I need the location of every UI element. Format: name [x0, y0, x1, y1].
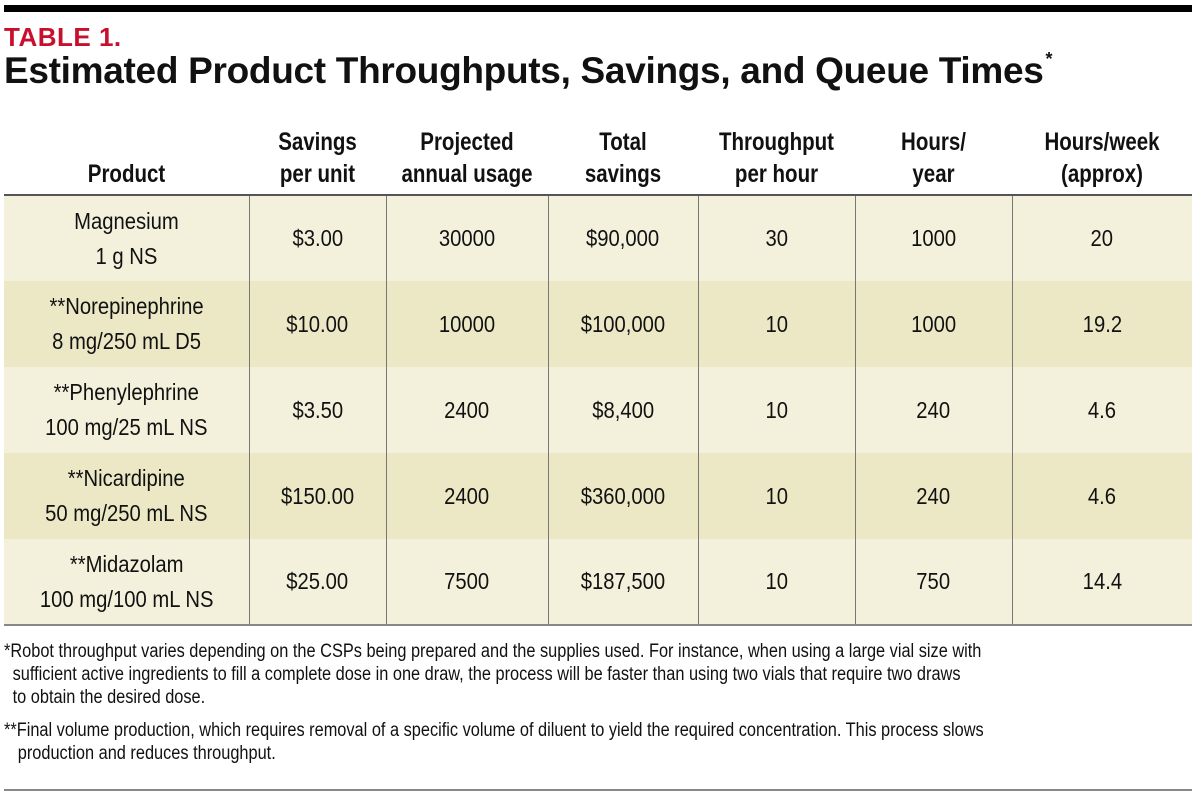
col-header-hours-week: Hours/week (approx) [1044, 128, 1160, 188]
cell-product: **Nicardipine 50 mg/250 mL NS [45, 465, 208, 526]
throughput-table: Product Savings per unit Projected annual … [4, 118, 1192, 626]
table-row: **Nicardipine 50 mg/250 mL NS $150.00 2400 $… [4, 453, 1192, 539]
cell-annual-usage: 30000 [385, 195, 548, 281]
cell-throughput-per-hour: 10 [697, 453, 855, 539]
cell-total-savings: $90,000 [547, 195, 698, 281]
col-header-product: Product [87, 160, 166, 188]
cell-savings-per-unit: $150.00 [248, 453, 386, 539]
cell-annual-usage: 2400 [385, 367, 548, 453]
cell-hours-year: 240 [854, 453, 1012, 539]
cell-product: Magnesium 1 g NS [73, 207, 179, 269]
table-title-text: Estimated Product Throughputs, Savings, … [4, 50, 1044, 91]
cell-total-savings: $187,500 [547, 539, 698, 625]
cell-savings-per-unit: $25.00 [248, 539, 386, 625]
table-row: **Norepinephrine 8 mg/250 mL D5 $10.00 1000… [4, 281, 1192, 367]
col-header-projected-annual-usage: Projected annual usage [401, 128, 533, 188]
cell-product: **Phenylephrine 100 mg/25 mL NS [45, 379, 208, 440]
cell-hours-year: 1000 [854, 281, 1012, 367]
cell-annual-usage: 2400 [385, 453, 548, 539]
cell-total-savings: $360,000 [547, 453, 698, 539]
cell-total-savings: $8,400 [547, 367, 698, 453]
cell-throughput-per-hour: 10 [697, 281, 855, 367]
cell-product: **Norepinephrine 8 mg/250 mL D5 [49, 293, 204, 354]
cell-product: **Midazolam 100 mg/100 mL NS [39, 550, 214, 612]
col-header-throughput-per-hour: Throughput per hour [718, 128, 834, 188]
col-header-hours-year: Hours/year [901, 128, 966, 188]
cell-total-savings: $100,000 [547, 281, 698, 367]
cell-hours-week: 4.6 [1011, 367, 1192, 453]
cell-hours-week: 14.4 [1011, 539, 1192, 625]
cell-throughput-per-hour: 10 [697, 367, 855, 453]
table-title: Estimated Product Throughputs, Savings, … [4, 49, 1053, 91]
cell-annual-usage: 7500 [385, 539, 548, 625]
top-rule [4, 5, 1192, 12]
table-row: Magnesium 1 g NS $3.00 30000 $90,000 30 1000 20 [4, 195, 1192, 281]
cell-hours-week: 20 [1011, 195, 1192, 281]
table-row: **Midazolam 100 mg/100 mL NS $25.00 7500 $18… [4, 539, 1192, 625]
footnote-asterisk: *Robot throughput varies depending on th… [4, 641, 982, 708]
footnotes: *Robot throughput varies depending on th… [4, 640, 1192, 775]
cell-hours-week: 19.2 [1011, 281, 1192, 367]
cell-throughput-per-hour: 10 [697, 539, 855, 625]
cell-annual-usage: 10000 [385, 281, 548, 367]
col-header-savings-per-unit: Savings per unit [278, 128, 357, 188]
cell-savings-per-unit: $3.50 [248, 367, 386, 453]
bottom-rule [4, 789, 1192, 791]
cell-savings-per-unit: $3.00 [248, 195, 386, 281]
cell-hours-year: 750 [854, 539, 1012, 625]
cell-savings-per-unit: $10.00 [248, 281, 386, 367]
table-label: TABLE 1. [4, 22, 122, 52]
cell-hours-year: 1000 [854, 195, 1012, 281]
cell-hours-year: 240 [854, 367, 1012, 453]
header-row: Product Savings per unit Projected annual … [4, 118, 1192, 195]
cell-hours-week: 4.6 [1011, 453, 1192, 539]
table-row: **Phenylephrine 100 mg/25 mL NS $3.50 2400 $… [4, 367, 1192, 453]
footnote-double-asterisk: **Final volume production, which require… [4, 720, 984, 764]
col-header-total-savings: Total savings [584, 128, 662, 188]
cell-throughput-per-hour: 30 [697, 195, 855, 281]
title-footnote-marker: * [1045, 49, 1053, 69]
